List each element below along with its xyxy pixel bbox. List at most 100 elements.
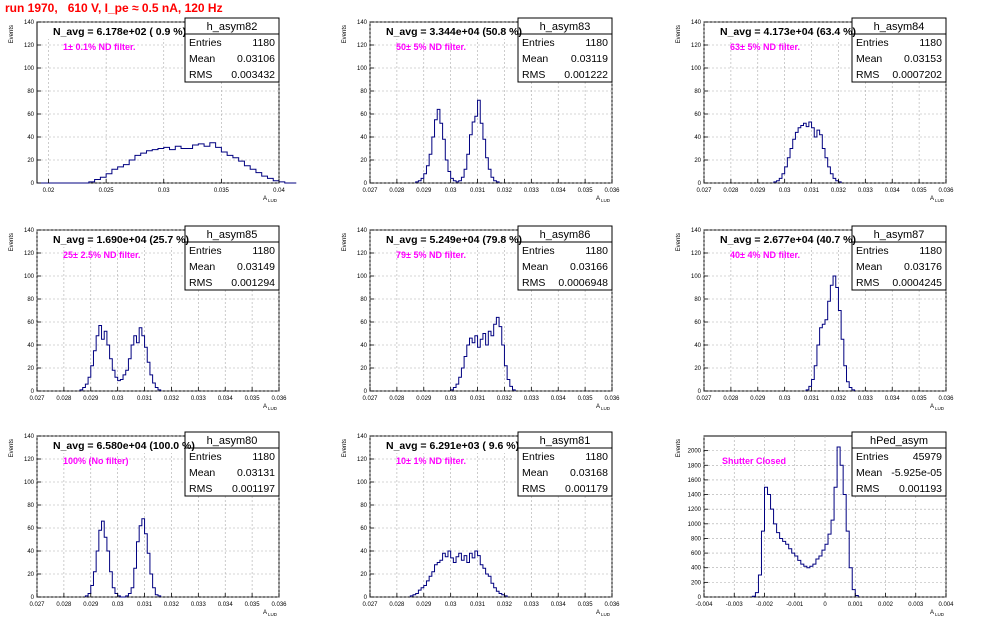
- y-tick-label: 80: [360, 297, 367, 303]
- x-tick-label: 0.032: [497, 602, 513, 608]
- y-tick-label: 40: [27, 549, 34, 555]
- stats-box-title: h_asym84: [874, 21, 925, 33]
- y-axis-title: Events: [9, 233, 15, 251]
- y-tick-label: 120: [24, 457, 35, 463]
- x-tick-label: 0.028: [56, 602, 72, 608]
- y-tick-label: 60: [27, 320, 34, 326]
- x-tick-label: 0.029: [416, 396, 432, 402]
- histogram-panel-h_asym84: 0.027 0.028 0.029 0.03 0.031 0.032 0.033 0.034 0…: [676, 17, 954, 203]
- x-tick-label: 0.033: [858, 188, 874, 194]
- x-tick-label: 0.027: [29, 396, 45, 402]
- y-tick-label: 140: [691, 20, 702, 26]
- x-tick-label: 0.03: [445, 188, 457, 194]
- y-tick-label: 100: [691, 274, 702, 280]
- x-tick-label: 0.002: [878, 602, 894, 608]
- x-tick-label: 0.036: [271, 396, 287, 402]
- stats-label-mean: Mean: [522, 261, 548, 273]
- header-bg: [705, 23, 851, 39]
- histogram-panel-h_asym86: 0.027 0.028 0.029 0.03 0.031 0.032 0.033 0.034 0…: [342, 225, 620, 411]
- stats-box-title: h_asym81: [540, 435, 591, 447]
- stats-label-mean: Mean: [522, 467, 548, 479]
- y-tick-label: 40: [360, 549, 367, 555]
- stats-label-mean: Mean: [189, 53, 215, 65]
- y-tick-label: 80: [360, 89, 367, 95]
- y-tick-label: 20: [360, 366, 367, 372]
- y-axis-title: Events: [676, 439, 682, 457]
- x-axis-title: A: [596, 610, 600, 616]
- y-tick-label: 1400: [688, 493, 702, 499]
- stats-value-mean: 0.03131: [237, 467, 275, 479]
- filter-note: 1± 0.1% ND filter.: [63, 42, 135, 52]
- y-tick-label: 0: [364, 389, 368, 395]
- x-tick-label: 0.03: [779, 188, 791, 194]
- navg-label: N_avg = 4.173e+04 (63.4 %): [720, 26, 856, 38]
- stats-value-rms: 0.001197: [232, 483, 275, 495]
- x-axis-title: A: [263, 196, 267, 202]
- y-tick-label: 120: [24, 251, 35, 257]
- histogram-bars: [79, 324, 162, 391]
- y-tick-label: 2000: [688, 449, 702, 455]
- x-tick-label: 0.034: [551, 396, 567, 402]
- y-tick-label: 140: [357, 228, 368, 234]
- y-tick-label: 100: [357, 274, 368, 280]
- x-tick-label: 0.027: [362, 602, 378, 608]
- x-tick-label: 0.036: [938, 188, 954, 194]
- y-tick-label: 800: [691, 536, 702, 542]
- y-tick-label: 20: [360, 572, 367, 578]
- stats-box-frame: [517, 33, 613, 83]
- y-tick-label: 0: [31, 181, 35, 187]
- x-tick-label: 0.034: [885, 188, 901, 194]
- x-tick-label: -0.003: [726, 602, 744, 608]
- x-axis-subscript: LUD: [601, 406, 611, 411]
- filter-note: 100% (No filter): [63, 456, 129, 466]
- x-tick-label: 0.032: [497, 396, 513, 402]
- histogram-panel-hPed_asym: -0.004 -0.003 -0.002 -0.001 0 0.001 0.002 0.003…: [676, 431, 954, 617]
- y-tick-label: 20: [27, 366, 34, 372]
- stats-box-title: h_asym87: [874, 229, 925, 241]
- x-tick-label: 0.03: [445, 396, 457, 402]
- stats-value-rms: 0.001179: [565, 483, 608, 495]
- stats-box-frame: [184, 241, 280, 291]
- y-axis-title: Events: [342, 233, 348, 251]
- filter-note: Shutter Closed: [722, 456, 786, 466]
- y-tick-label: 100: [24, 66, 35, 72]
- y-tick-label: 100: [691, 66, 702, 72]
- x-tick-label: 0.028: [389, 602, 405, 608]
- x-tick-label: 0.032: [831, 396, 847, 402]
- stats-box-title: h_asym83: [540, 21, 591, 33]
- stats-value-entries: 1180: [585, 451, 608, 463]
- x-tick-label: 0.04: [273, 188, 285, 194]
- x-tick-label: 0.034: [551, 602, 567, 608]
- filter-note: 10± 1% ND filter.: [396, 456, 466, 466]
- x-tick-label: 0.033: [858, 396, 874, 402]
- stats-box-title: h_asym85: [207, 229, 258, 241]
- x-axis-subscript: LUD: [601, 198, 611, 203]
- histogram-bars: [409, 550, 508, 597]
- filter-note: 79± 5% ND filter.: [396, 250, 466, 260]
- stats-box-frame: [184, 33, 280, 83]
- stats-value-rms: 0.001294: [231, 277, 275, 289]
- x-tick-label: 0.027: [696, 188, 712, 194]
- histogram-bars: [751, 446, 859, 597]
- stats-label-rms: RMS: [522, 483, 545, 495]
- y-tick-label: 20: [27, 572, 34, 578]
- stats-label-entries: Entries: [522, 37, 555, 49]
- stats-value-rms: 0.0006948: [558, 277, 608, 289]
- x-axis-subscript: LUD: [268, 612, 278, 617]
- stats-value-mean: -5.925e-05: [891, 467, 942, 479]
- stats-value-entries: 45979: [913, 451, 942, 463]
- histogram-panel-h_asym85: 0.027 0.028 0.029 0.03 0.031 0.032 0.033 0.034 0…: [9, 225, 287, 411]
- histogram-bars: [37, 142, 297, 184]
- y-axis-title: Events: [342, 439, 348, 457]
- y-tick-label: 140: [357, 20, 368, 26]
- histogram-bars: [450, 316, 516, 391]
- navg-label: N_avg = 6.580e+04 (100.0 %): [53, 440, 195, 452]
- header-bg: [38, 231, 184, 247]
- stats-label-entries: Entries: [856, 451, 889, 463]
- x-tick-label: 0.001: [848, 602, 864, 608]
- x-tick-label: 0.027: [362, 188, 378, 194]
- x-tick-label: 0.031: [804, 396, 820, 402]
- y-tick-label: 100: [357, 66, 368, 72]
- x-tick-label: 0.033: [191, 396, 207, 402]
